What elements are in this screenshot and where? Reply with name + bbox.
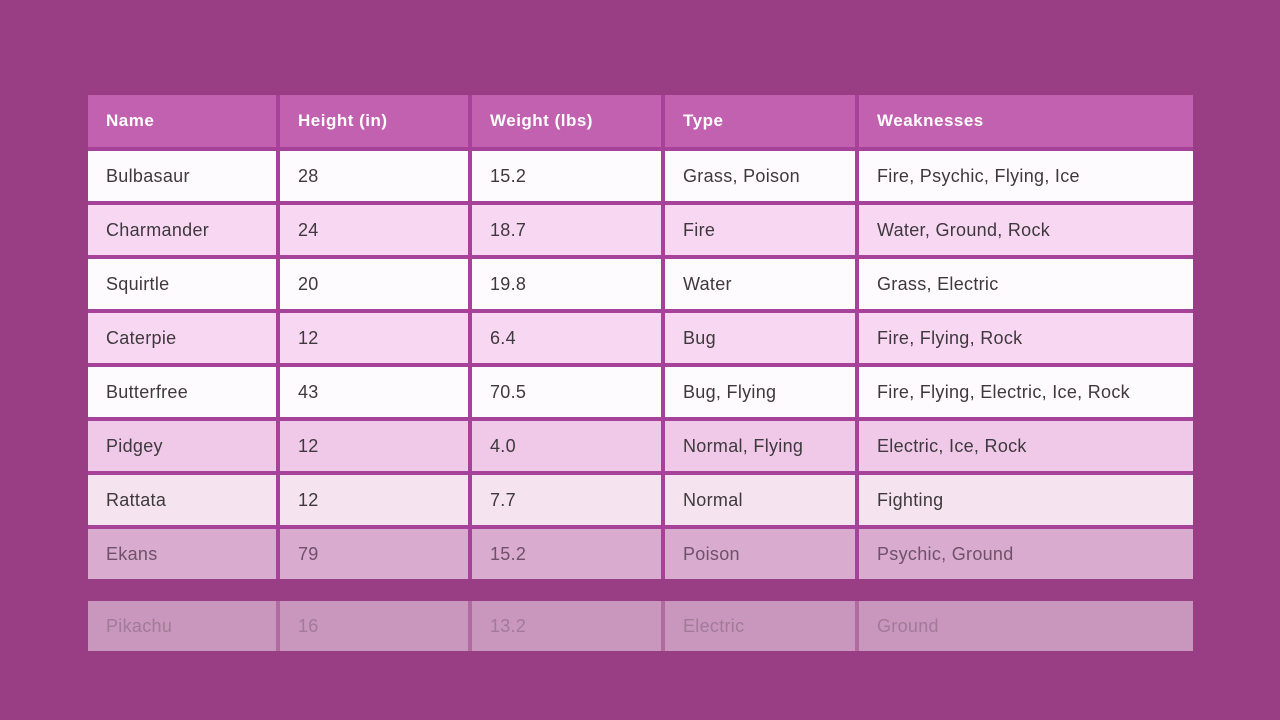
table-cell-row5-col2: 4.0 (472, 421, 661, 471)
table-cell-row5-col3: Normal, Flying (665, 421, 855, 471)
column-header-3: Type (665, 95, 855, 147)
table-cell-row0-col3: Grass, Poison (665, 151, 855, 201)
table-cell-row7-col3: Poison (665, 529, 855, 579)
table-cell-row1-col4: Water, Ground, Rock (859, 205, 1193, 255)
table-cell-row0-col2: 15.2 (472, 151, 661, 201)
column-header-0: Name (88, 95, 276, 147)
table-cell-row3-col3: Bug (665, 313, 855, 363)
table-cell-row1-col0: Charmander (88, 205, 276, 255)
table-cell-row8-col4: Ground (859, 601, 1193, 651)
table-cell-row6-col2: 7.7 (472, 475, 661, 525)
table-cell-row1-col3: Fire (665, 205, 855, 255)
table-cell-row5-col4: Electric, Ice, Rock (859, 421, 1193, 471)
table-cell-row1-col1: 24 (280, 205, 468, 255)
table-cell-row4-col4: Fire, Flying, Electric, Ice, Rock (859, 367, 1193, 417)
table-cell-row2-col1: 20 (280, 259, 468, 309)
table-main-grid: Name Height (in) Weight (lbs) Type Weaknesse… (88, 95, 1193, 579)
column-header-4: Weaknesses (859, 95, 1193, 147)
table-cell-row3-col2: 6.4 (472, 313, 661, 363)
column-header-2: Weight (lbs) (472, 95, 661, 147)
table-cell-row2-col3: Water (665, 259, 855, 309)
table-cell-row7-col0: Ekans (88, 529, 276, 579)
table-cell-row4-col2: 70.5 (472, 367, 661, 417)
table-cell-row0-col4: Fire, Psychic, Flying, Ice (859, 151, 1193, 201)
table-cell-row2-col2: 19.8 (472, 259, 661, 309)
table-cell-row4-col3: Bug, Flying (665, 367, 855, 417)
table-cell-row3-col4: Fire, Flying, Rock (859, 313, 1193, 363)
table-cell-row4-col0: Butterfree (88, 367, 276, 417)
table-cell-row2-col4: Grass, Electric (859, 259, 1193, 309)
table-cell-row1-col2: 18.7 (472, 205, 661, 255)
table-detached-row: Pikachu 16 13.2 Electric Ground (88, 601, 1193, 651)
table-cell-row8-col3: Electric (665, 601, 855, 651)
table-cell-row7-col2: 15.2 (472, 529, 661, 579)
table-cell-row0-col0: Bulbasaur (88, 151, 276, 201)
table-cell-row6-col3: Normal (665, 475, 855, 525)
table-cell-row0-col1: 28 (280, 151, 468, 201)
table-cell-row8-col1: 16 (280, 601, 468, 651)
table-cell-row3-col0: Caterpie (88, 313, 276, 363)
table-cell-row8-col2: 13.2 (472, 601, 661, 651)
table-cell-row6-col1: 12 (280, 475, 468, 525)
row-gap (88, 579, 1193, 601)
table-cell-row6-col4: Fighting (859, 475, 1193, 525)
table-cell-row5-col1: 12 (280, 421, 468, 471)
table-cell-row8-col0: Pikachu (88, 601, 276, 651)
table-cell-row3-col1: 12 (280, 313, 468, 363)
table-cell-row2-col0: Squirtle (88, 259, 276, 309)
table-cell-row4-col1: 43 (280, 367, 468, 417)
pokemon-table: Name Height (in) Weight (lbs) Type Weaknesse… (88, 95, 1193, 651)
table-cell-row6-col0: Rattata (88, 475, 276, 525)
column-header-1: Height (in) (280, 95, 468, 147)
table-cell-row7-col1: 79 (280, 529, 468, 579)
table-cell-row7-col4: Psychic, Ground (859, 529, 1193, 579)
table-cell-row5-col0: Pidgey (88, 421, 276, 471)
